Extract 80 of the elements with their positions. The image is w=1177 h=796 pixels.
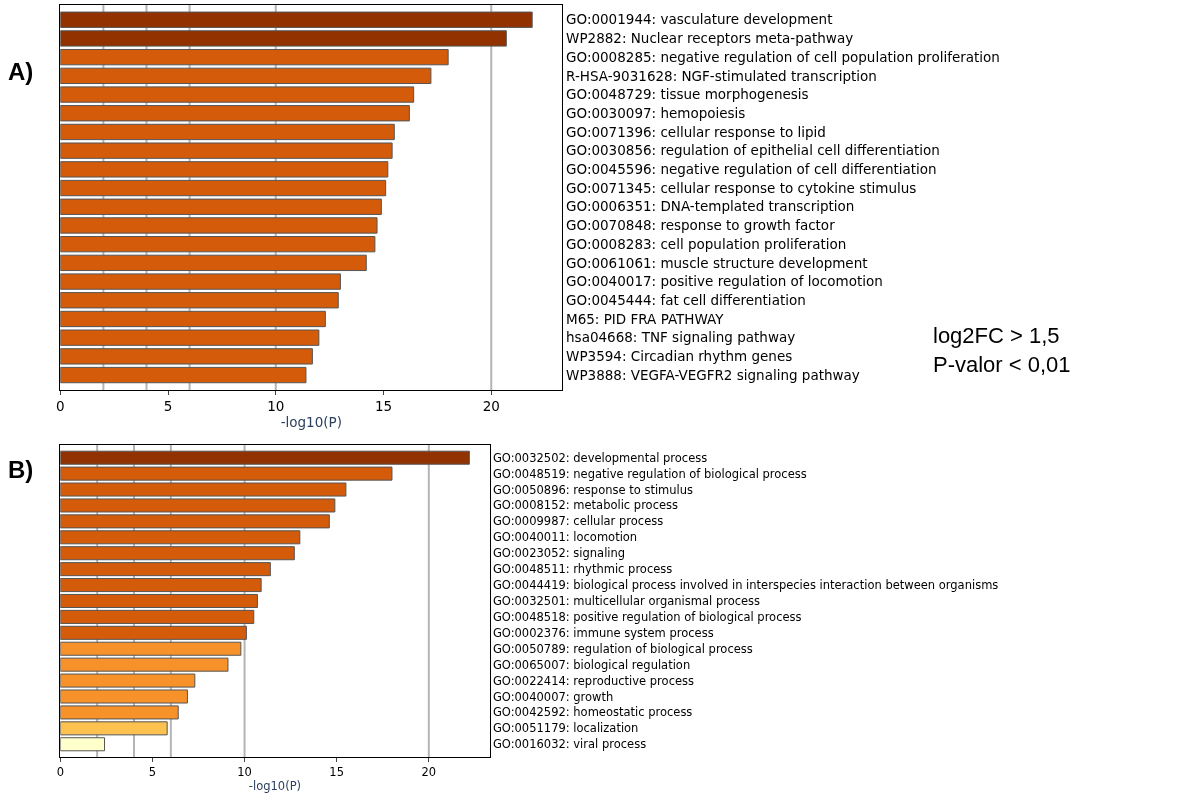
y-tick-label: GO:0030856: regulation of epithelial cell differentiation bbox=[566, 142, 940, 159]
bar bbox=[60, 142, 393, 159]
bar bbox=[60, 546, 295, 561]
bar bbox=[60, 11, 533, 28]
x-tick-label: 0 bbox=[56, 764, 64, 779]
y-tick-label: WP3888: VEGFA-VEGFR2 signaling pathway bbox=[566, 366, 860, 383]
y-tick-label: GO:0016032: viral process bbox=[492, 737, 647, 752]
bar bbox=[60, 48, 449, 66]
bar bbox=[60, 198, 382, 215]
bar bbox=[60, 609, 255, 624]
bar bbox=[60, 254, 367, 272]
x-axis-title: -log10(P) bbox=[248, 778, 302, 793]
x-tick-label: 10 bbox=[237, 764, 252, 779]
y-tick-label: GO:0040007: growth bbox=[492, 689, 614, 704]
y-tick-label: WP2882: Nuclear receptors meta-pathway bbox=[566, 30, 854, 47]
y-tick-label: GO:0008152: metabolic process bbox=[492, 498, 679, 513]
text: A) bbox=[8, 58, 34, 85]
bar bbox=[60, 86, 415, 103]
y-tick-label: hsa04668: TNF signaling pathway bbox=[566, 329, 796, 346]
bar bbox=[60, 217, 378, 234]
y-tick-label: GO:0048729: tissue morphogenesis bbox=[566, 86, 809, 103]
bar bbox=[60, 179, 387, 197]
bar bbox=[60, 123, 395, 141]
bar bbox=[60, 329, 320, 346]
bar bbox=[60, 292, 339, 309]
y-tick-label: GO:0045444: fat cell differentiation bbox=[566, 291, 806, 308]
y-tick-label: GO:0071345: cellular response to cytokine stimulus bbox=[566, 179, 917, 196]
y-tick-label: GO:0008283: cell population proliferation bbox=[566, 235, 847, 252]
x-tick-label: 15 bbox=[329, 764, 344, 779]
bar bbox=[60, 625, 247, 640]
x-tick-label: 0 bbox=[56, 398, 65, 415]
text: log2FC > 1,5 P-valor < 0,01 bbox=[933, 323, 1071, 377]
y-tick-label: GO:0030097: hemopoiesis bbox=[566, 104, 746, 121]
bar bbox=[60, 348, 313, 365]
y-tick-label: WP3594: Circadian rhythm genes bbox=[566, 348, 793, 365]
bar bbox=[60, 310, 326, 328]
x-tick-label: 5 bbox=[148, 764, 157, 779]
y-tick-label: GO:0048519: negative regulation of biological process bbox=[492, 466, 807, 481]
bar bbox=[60, 593, 258, 608]
y-tick-label: GO:0051179: localization bbox=[492, 721, 639, 736]
y-tick-label: GO:0040017: positive regulation of locomotion bbox=[566, 273, 883, 290]
x-tick-label: 20 bbox=[421, 764, 437, 779]
y-tick-label: GO:0042592: homeostatic process bbox=[492, 705, 693, 720]
y-tick-label: GO:0002376: immune system process bbox=[492, 625, 714, 640]
bar bbox=[60, 105, 410, 122]
y-tick-label: GO:0006351: DNA-templated transcription bbox=[566, 198, 855, 215]
y-tick-label: GO:0065007: biological regulation bbox=[492, 657, 691, 672]
y-tick-label: GO:0071396: cellular response to lipid bbox=[566, 123, 826, 140]
bar bbox=[60, 562, 271, 577]
y-tick-label: GO:0023052: signaling bbox=[492, 546, 626, 561]
y-tick-label: R-HSA-9031628: NGF-stimulated transcription bbox=[566, 67, 877, 84]
y-tick-label: GO:0048511: rhythmic process bbox=[492, 562, 673, 577]
y-tick-label: GO:0022414: reproductive process bbox=[492, 673, 695, 688]
y-tick-label: GO:0050789: regulation of biological process bbox=[492, 641, 753, 656]
text: B) bbox=[8, 456, 34, 483]
y-tick-label: GO:0008285: negative regulation of cell population proliferation bbox=[566, 48, 1000, 65]
y-tick-label: GO:0009987: cellular process bbox=[492, 514, 664, 529]
y-tick-label: GO:0045596: negative regulation of cell differentiation bbox=[566, 161, 937, 178]
bar bbox=[60, 366, 307, 384]
x-tick-label: 10 bbox=[267, 398, 285, 415]
bar bbox=[60, 273, 341, 290]
y-tick-label: GO:0044419: biological process involved in interspecies interaction between organisms bbox=[492, 578, 999, 593]
bar bbox=[60, 30, 507, 47]
x-axis-title: -log10(P) bbox=[280, 414, 342, 431]
y-tick-label: GO:0032502: developmental process bbox=[492, 450, 708, 465]
bar bbox=[60, 161, 389, 178]
y-tick-label: GO:0040011: locomotion bbox=[492, 530, 638, 545]
x-tick-label: 5 bbox=[163, 398, 173, 415]
bar bbox=[60, 67, 432, 85]
y-tick-label: GO:0061061: muscle structure development bbox=[566, 254, 868, 271]
y-tick-label: GO:0050896: response to stimulus bbox=[492, 482, 694, 497]
y-tick-label: M65: PID FRA PATHWAY bbox=[566, 310, 725, 327]
y-tick-label: GO:0001944: vasculature development bbox=[566, 11, 833, 28]
y-tick-label: GO:0032501: multicellular organismal process bbox=[492, 594, 761, 609]
x-tick-label: 20 bbox=[482, 398, 500, 415]
bar bbox=[60, 578, 262, 593]
x-tick-label: 15 bbox=[374, 398, 393, 415]
y-tick-label: GO:0070848: response to growth factor bbox=[566, 217, 836, 234]
bar bbox=[60, 236, 376, 253]
y-tick-label: GO:0048518: positive regulation of biological process bbox=[492, 609, 802, 624]
